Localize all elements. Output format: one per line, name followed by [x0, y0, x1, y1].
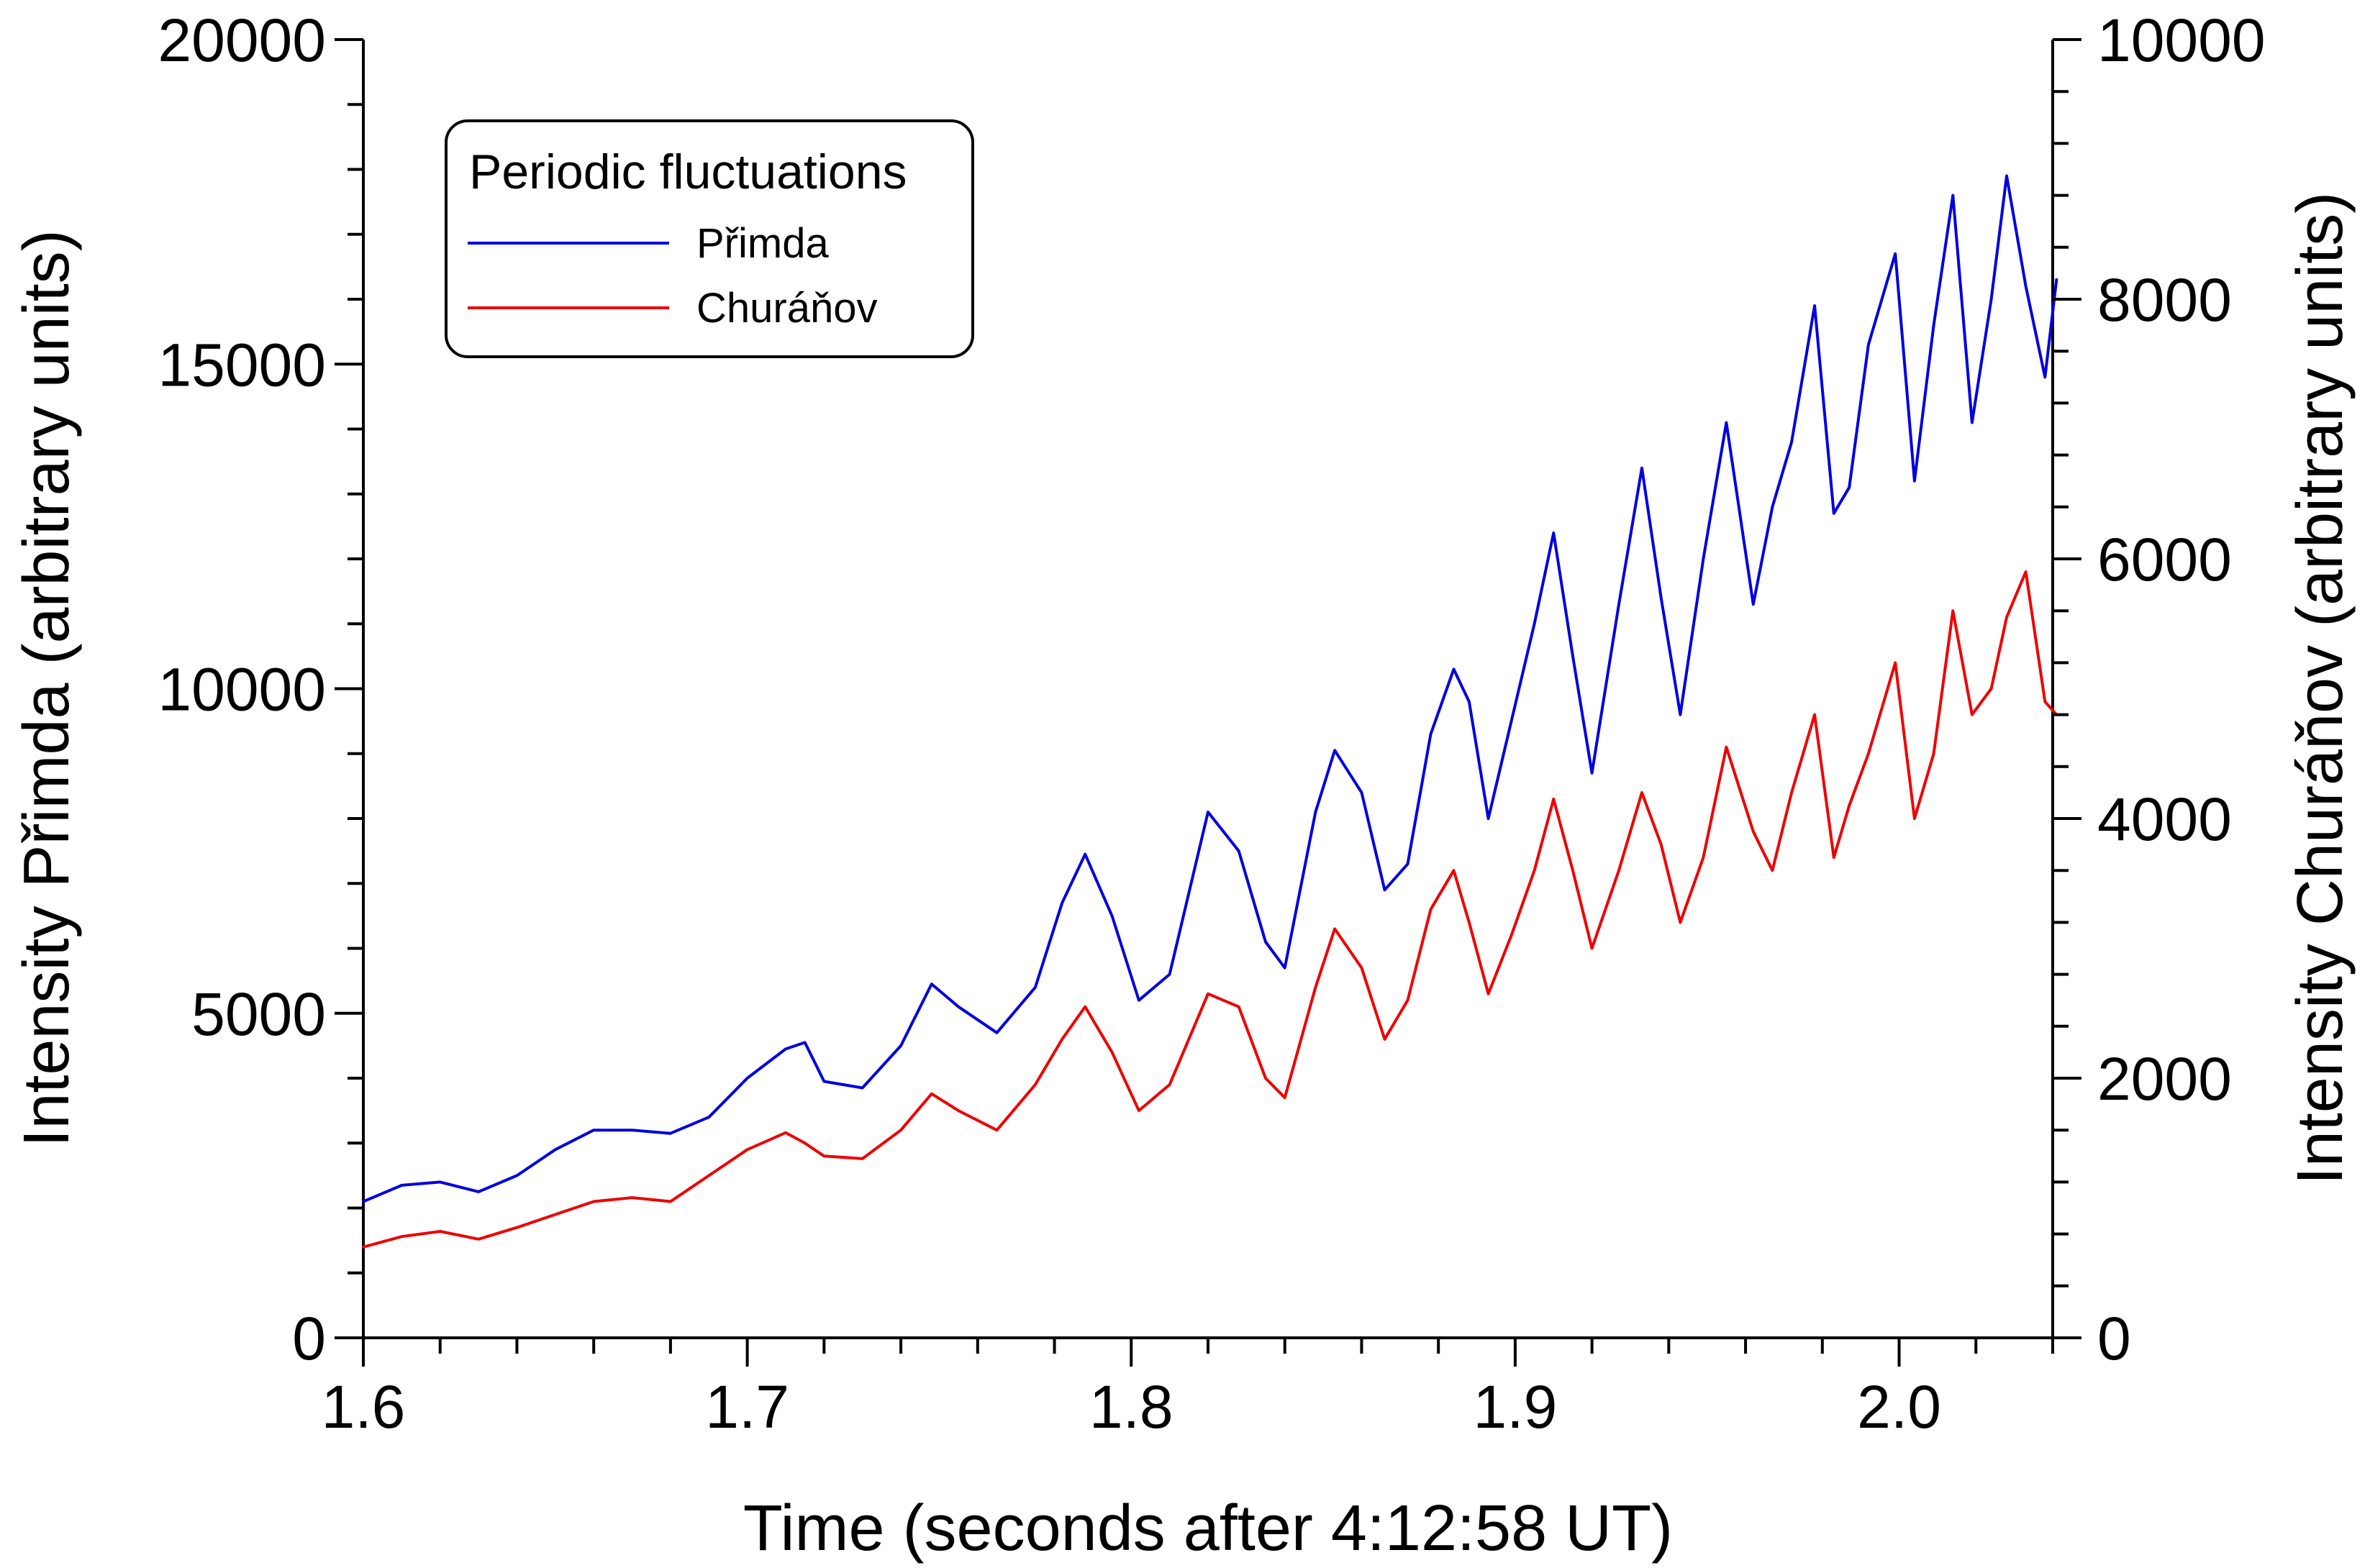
x-tick-label: 1.7	[705, 1373, 789, 1441]
left-tick-label: 15000	[158, 331, 326, 398]
left-tick-label: 0	[292, 1305, 326, 1372]
legend: Periodic fluctuations Přimda Churáňov	[445, 119, 974, 358]
series-line-primda	[362, 174, 2058, 1203]
legend-title: Periodic fluctuations	[469, 145, 907, 199]
left-tick-label: 5000	[191, 980, 326, 1048]
series-line-churanov	[362, 570, 2058, 1249]
right-tick-label: 10000	[2097, 6, 2266, 74]
right-tick-label: 4000	[2097, 785, 2232, 853]
legend-label-churanov: Churáňov	[696, 285, 877, 332]
right-tick-label: 6000	[2097, 526, 2232, 593]
left-tick-label: 20000	[158, 6, 326, 74]
right-tick-label: 0	[2097, 1305, 2131, 1372]
left-tick-label: 10000	[158, 656, 326, 724]
legend-box	[445, 119, 974, 358]
right-tick-label: 8000	[2097, 266, 2232, 334]
x-tick-label: 1.9	[1474, 1373, 1558, 1441]
right-axis-title: Intensity Churáňov (arbitrary units)	[2284, 192, 2356, 1185]
x-tick-label: 2.0	[1857, 1373, 1941, 1441]
ticks-layer: 1.6 1.7 1.8 1.9 2.0 0 5000 10000 15000 20000 0 2000…	[158, 6, 2265, 1441]
left-axis-title: Intensity Přimda (arbitrary units)	[11, 229, 83, 1147]
series-layer	[362, 174, 2058, 1249]
x-tick-label: 1.6	[322, 1373, 406, 1441]
right-tick-label: 2000	[2097, 1045, 2232, 1113]
x-axis-title: Time (seconds after 4:12:58 UT)	[743, 1492, 1673, 1564]
legend-label-primda: Přimda	[696, 220, 829, 267]
x-tick-label: 1.8	[1089, 1373, 1173, 1441]
